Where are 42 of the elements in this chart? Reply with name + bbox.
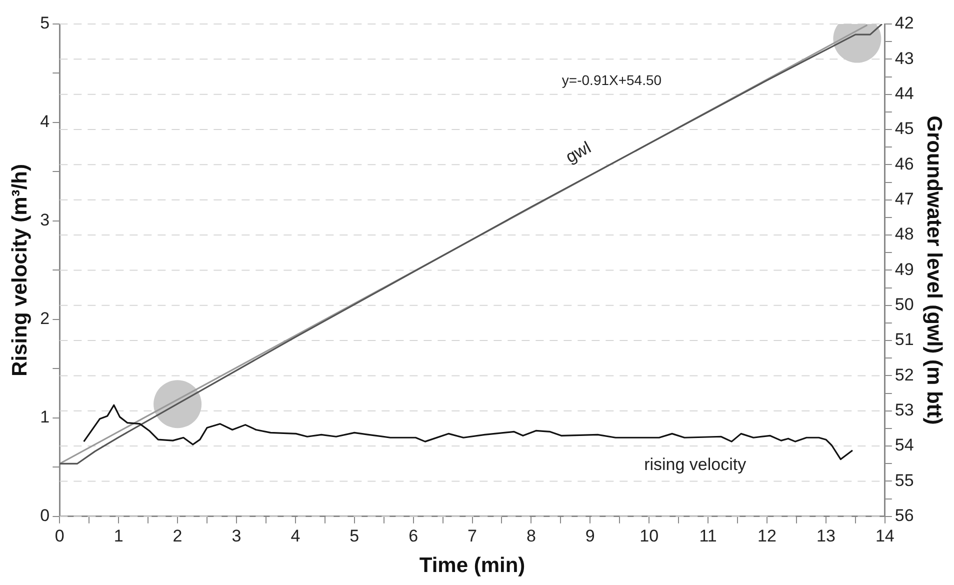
y2-tick-label: 55	[894, 470, 914, 490]
x-tick-label: 5	[350, 526, 360, 546]
y2-tick-label: 50	[894, 295, 914, 314]
y2-tick-label: 44	[894, 84, 914, 104]
x-tick-label: 4	[290, 526, 300, 546]
x-tick-label: 12	[758, 526, 776, 546]
y2-axis-title: Groundwater level (gwl) (m btt)	[922, 116, 946, 425]
y-tick-label: 0	[40, 506, 50, 526]
x-tick-label: 8	[526, 526, 536, 546]
y2-tick-label: 43	[894, 48, 914, 68]
annotation: gwl	[562, 138, 594, 167]
x-tick-label: 0	[54, 526, 64, 546]
x-tick-label: 14	[875, 526, 894, 546]
y2-tick-label: 42	[894, 14, 914, 33]
y-tick-label: 5	[40, 14, 50, 33]
x-tick-label: 3	[232, 526, 242, 546]
y-axis-title: Rising velocity (m³/h)	[8, 164, 32, 376]
y2-tick-label: 51	[894, 330, 914, 350]
y2-tick-label: 45	[894, 119, 914, 138]
y2-tick-label: 48	[894, 224, 914, 244]
x-tick-label: 2	[172, 526, 182, 546]
y2-tick-label: 56	[894, 506, 914, 526]
x-tick-label: 9	[585, 526, 595, 546]
y-tick-label: 4	[40, 112, 50, 132]
y-tick-label: 3	[40, 210, 50, 230]
y2-tick-label: 49	[894, 260, 914, 279]
y2-tick-label: 54	[894, 436, 914, 455]
x-axis-title: Time (min)	[419, 554, 526, 578]
y-tick-label: 2	[40, 309, 50, 328]
annotation: y=-0.91X+54.50	[562, 72, 662, 88]
y-tick-label: 1	[40, 408, 50, 427]
x-tick-label: 1	[114, 526, 124, 546]
annotation: rising velocity	[644, 454, 747, 474]
x-tick-label: 7	[468, 526, 478, 546]
x-tick-label: 6	[408, 526, 418, 546]
y2-tick-label: 53	[894, 400, 914, 420]
y2-tick-label: 46	[894, 154, 914, 174]
x-tick-label: 10	[640, 526, 659, 546]
y2-tick-label: 52	[894, 365, 914, 384]
y2-tick-label: 47	[894, 190, 914, 209]
x-tick-label: 11	[699, 526, 717, 546]
x-tick-label: 13	[816, 526, 836, 546]
